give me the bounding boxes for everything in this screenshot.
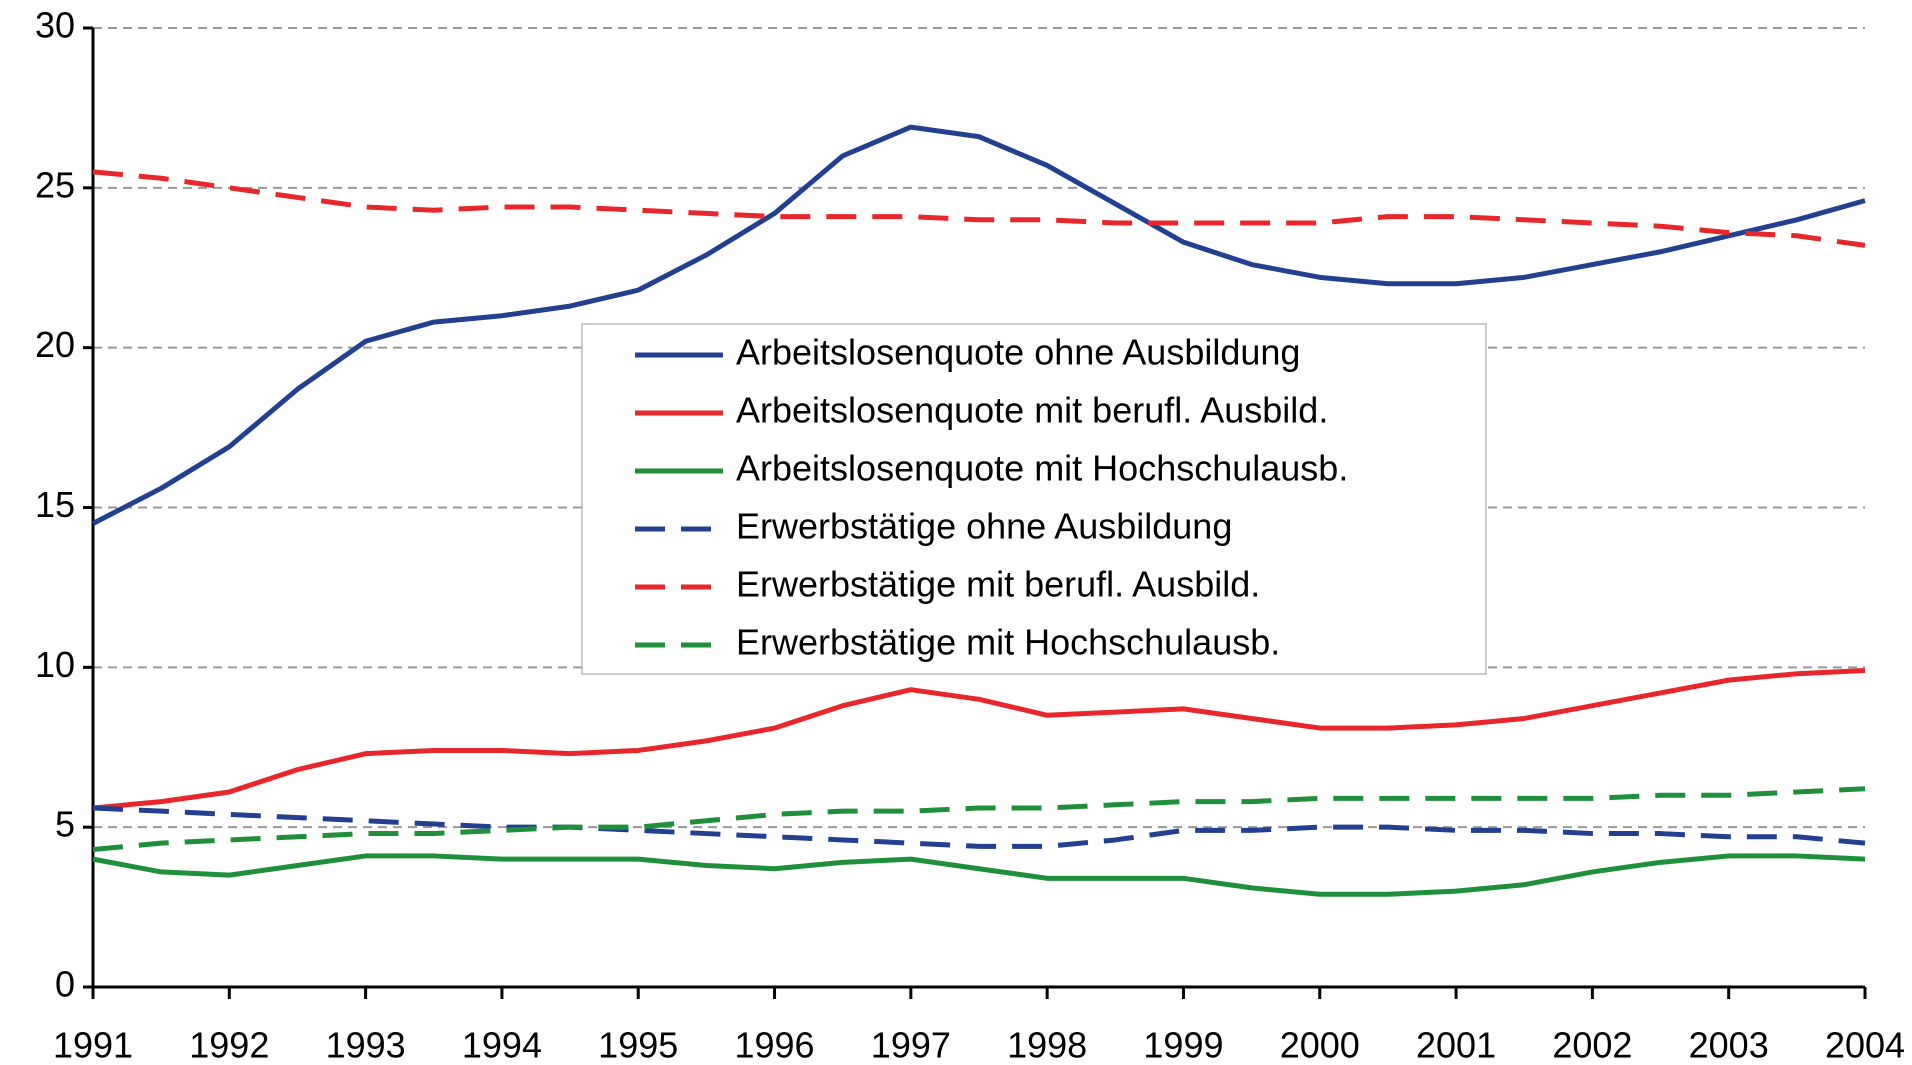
x-tick-label: 1996 [734,1025,814,1065]
x-tick-label: 1991 [53,1025,133,1065]
y-tick-label: 25 [35,164,75,205]
x-tick-label: 2000 [1280,1025,1360,1065]
y-tick-label: 20 [35,324,75,365]
x-tick-label: 1992 [189,1025,269,1065]
legend-label: Erwerbstätige mit berufl. Ausbild. [736,564,1260,605]
legend-label: Arbeitslosenquote mit Hochschulausb. [736,448,1348,489]
series-line [92,805,1866,849]
x-tick-label: 1997 [871,1025,951,1065]
y-tick-label: 5 [55,804,75,845]
x-tick-label: 2001 [1416,1025,1496,1065]
series-line [92,169,1866,248]
y-tick-label: 10 [35,644,75,685]
legend-label: Erwerbstätige mit Hochschulausb. [736,622,1280,663]
x-tick-label: 2004 [1825,1025,1905,1065]
series-line [92,853,1866,897]
x-tick-label: 1994 [462,1025,542,1065]
x-tick-label: 1995 [598,1025,678,1065]
x-tick-label: 2003 [1689,1025,1769,1065]
y-tick-label: 0 [55,964,75,1005]
y-tick-label: 30 [35,5,75,46]
x-tick-label: 1998 [1007,1025,1087,1065]
legend-label: Erwerbstätige ohne Ausbildung [736,506,1232,547]
legend-label: Arbeitslosenquote mit berufl. Ausbild. [736,390,1328,431]
series-line [91,124,1866,526]
x-tick-label: 1999 [1143,1025,1223,1065]
legend-label: Arbeitslosenquote ohne Ausbildung [736,332,1300,373]
y-tick-label: 15 [35,484,75,525]
series-line [92,786,1866,853]
legend-box [581,323,1487,675]
x-tick-label: 2002 [1552,1025,1632,1065]
series-line [92,668,1866,811]
x-tick-label: 1993 [326,1025,406,1065]
